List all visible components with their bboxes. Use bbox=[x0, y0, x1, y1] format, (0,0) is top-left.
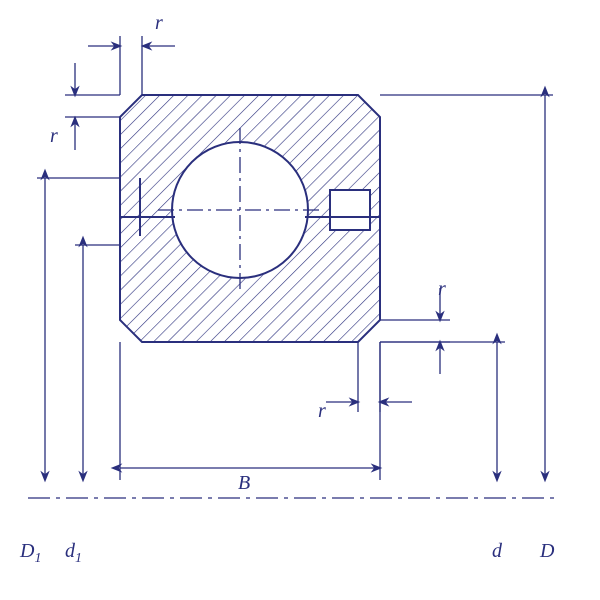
dimension-label: d bbox=[492, 540, 502, 563]
dimension-label: r bbox=[438, 278, 446, 301]
dimension-label: r bbox=[50, 125, 58, 148]
dimension-label: D bbox=[540, 540, 554, 563]
dimension-label: r bbox=[155, 12, 163, 35]
dimension-label: D1 bbox=[20, 540, 41, 567]
dimension-label: d1 bbox=[65, 540, 82, 567]
dimension-label: B bbox=[238, 472, 250, 495]
bearing-cross-section-diagram: B Dd D1 d1 r r r r bbox=[0, 0, 600, 600]
dimension-label: r bbox=[318, 400, 326, 423]
